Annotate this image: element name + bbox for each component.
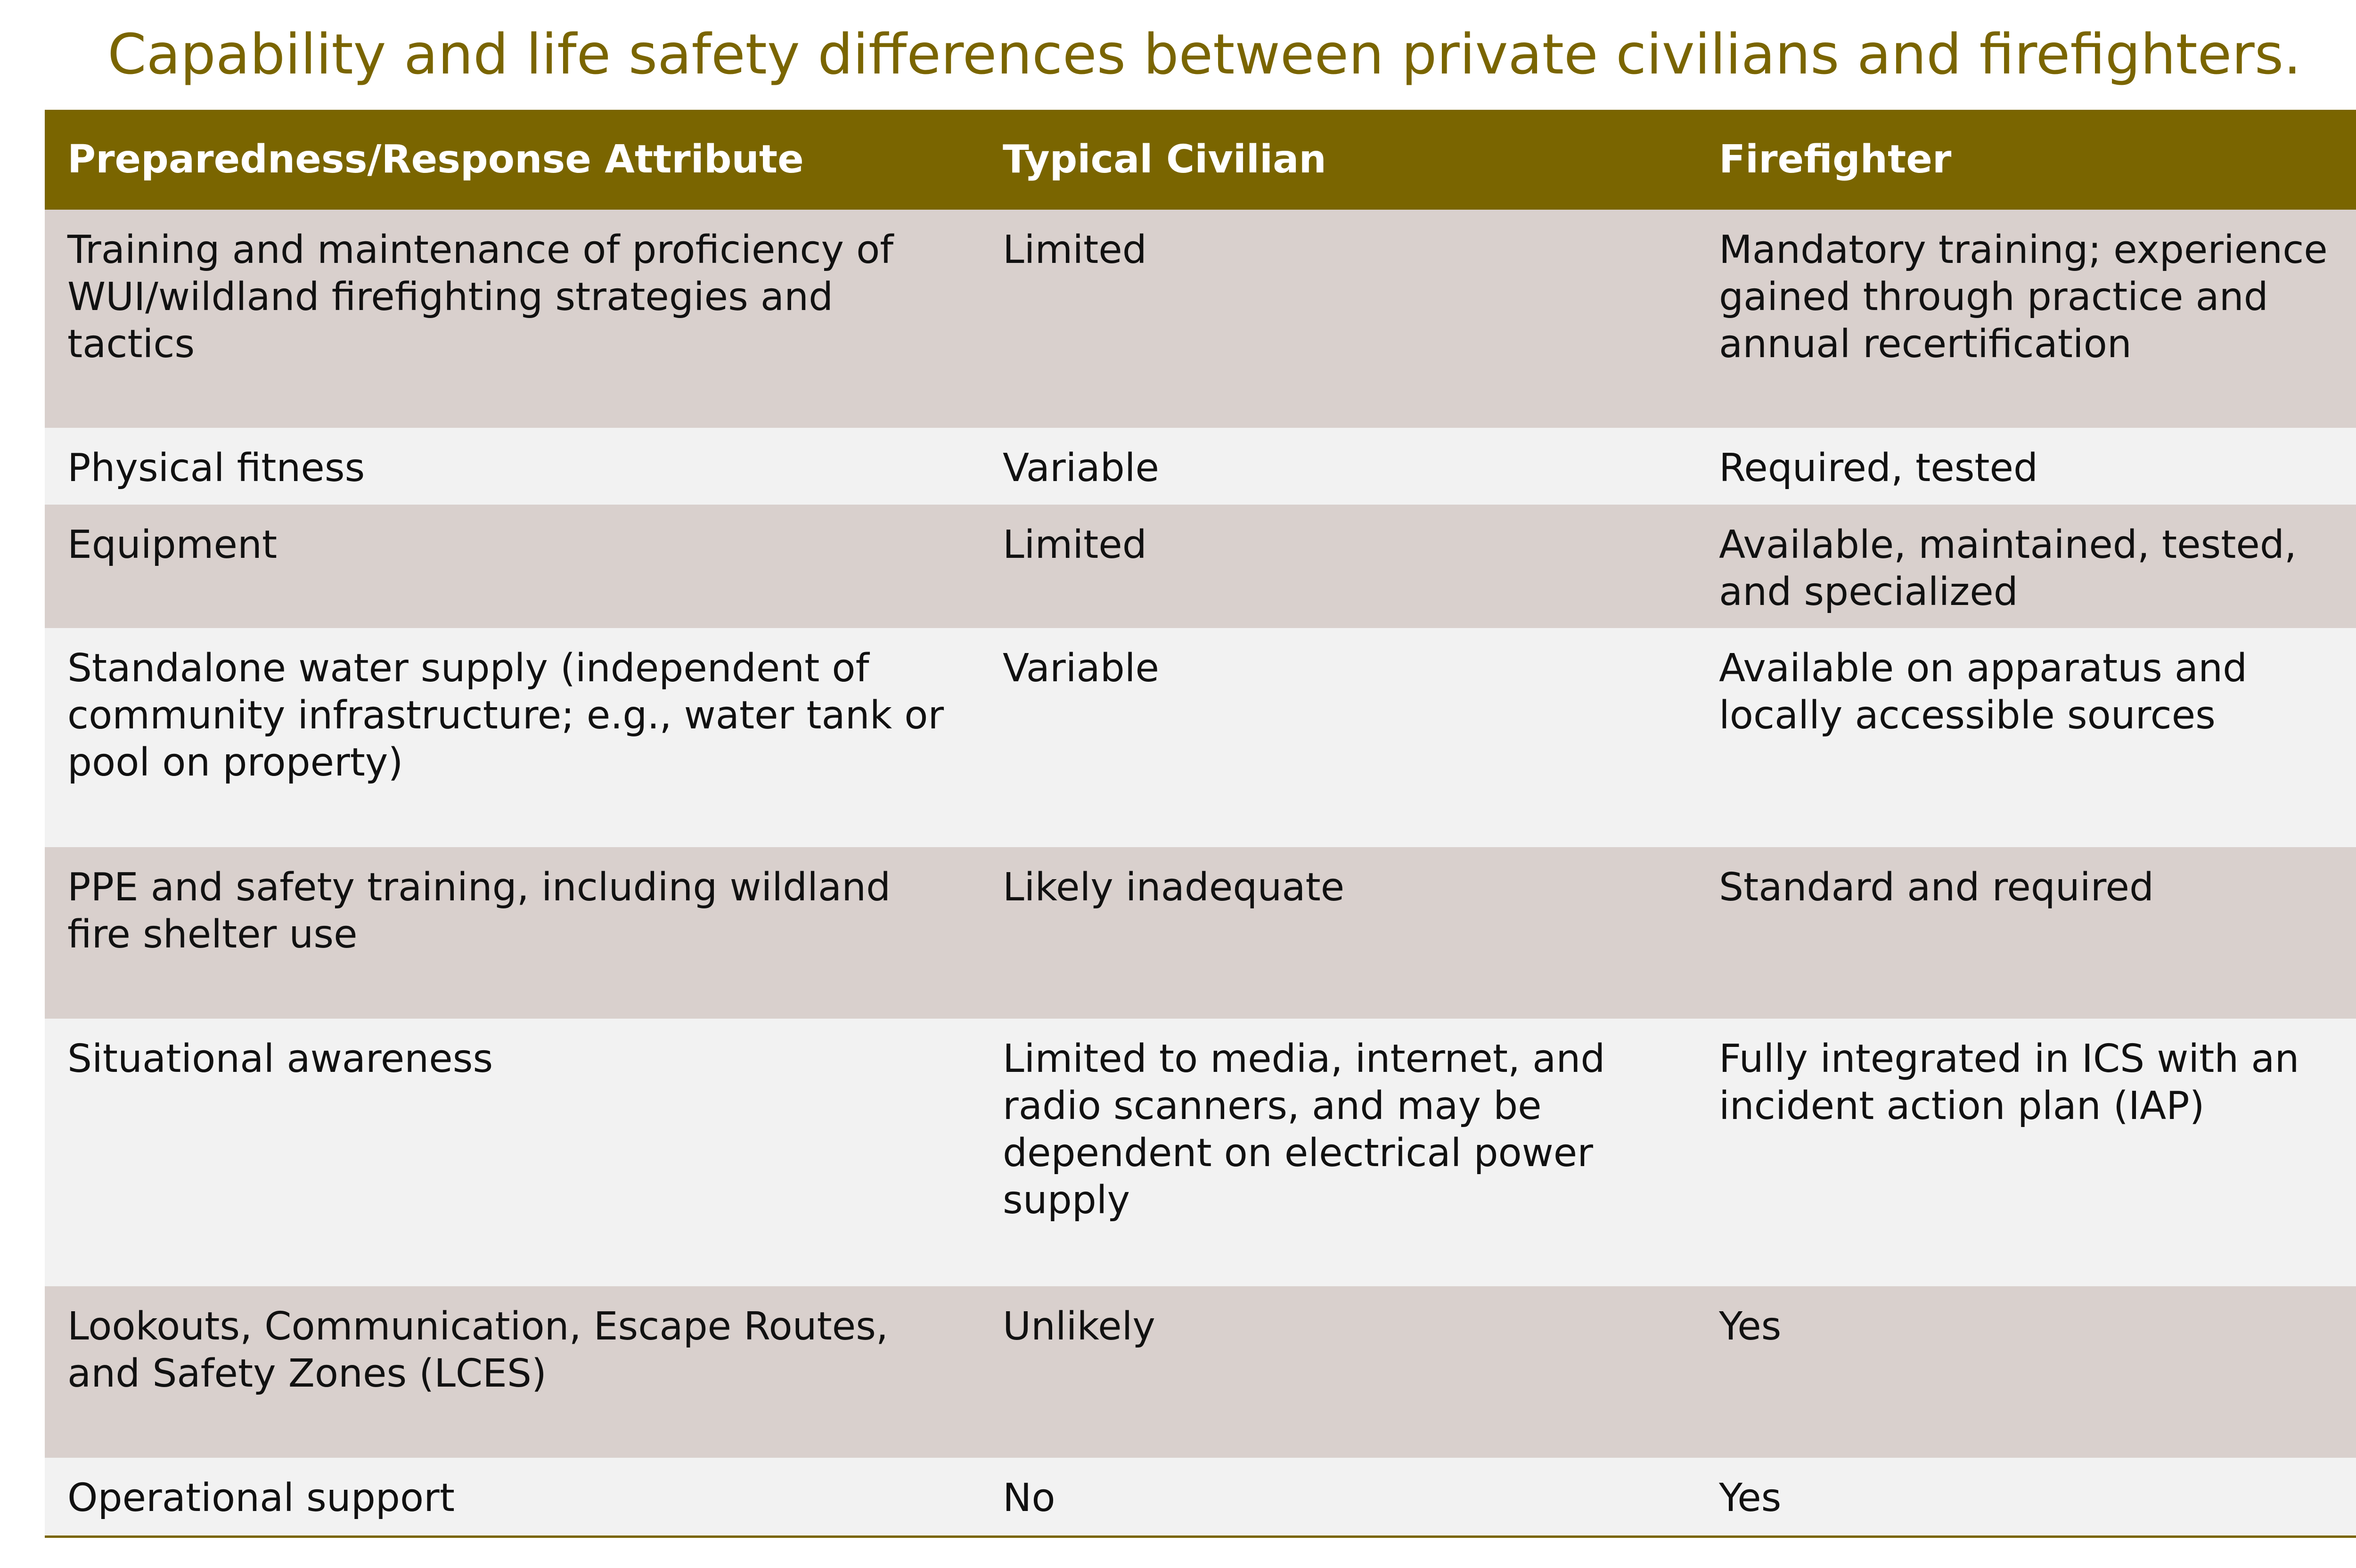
cell-attribute: PPE and safety training, including wildl… bbox=[67, 865, 891, 957]
table-row: Training and maintenance of proficiency … bbox=[45, 210, 2356, 428]
table-row: Situational awareness Limited to media, … bbox=[45, 1019, 2356, 1286]
cell-attribute: Equipment bbox=[67, 523, 278, 567]
table-row: Standalone water supply (independent of … bbox=[45, 628, 2356, 847]
cell-firefighter: Mandatory training; experience gained th… bbox=[1719, 228, 2328, 367]
cell-firefighter: Available, maintained, tested, and speci… bbox=[1719, 523, 2297, 614]
table-row: Operational support No Yes bbox=[45, 1458, 2356, 1535]
cell-firefighter: Yes bbox=[1719, 1304, 1782, 1349]
table-row: Physical fitness Variable Required, test… bbox=[45, 428, 2356, 505]
cell-attribute: Operational support bbox=[67, 1476, 455, 1520]
cell-attribute: Situational awareness bbox=[67, 1037, 493, 1081]
cell-attribute: Lookouts, Communication, Escape Routes, … bbox=[67, 1304, 888, 1396]
cell-civilian: Variable bbox=[1003, 646, 1160, 691]
cell-civilian: Limited bbox=[1003, 228, 1147, 272]
cell-civilian: No bbox=[1003, 1476, 1055, 1520]
cell-civilian: Limited to media, internet, and radio sc… bbox=[1003, 1037, 1605, 1223]
header-firefighter: Firefighter bbox=[1719, 137, 1952, 182]
table-row: PPE and safety training, including wildl… bbox=[45, 847, 2356, 1019]
cell-civilian: Variable bbox=[1003, 446, 1160, 490]
table-row: Equipment Limited Available, maintained,… bbox=[45, 505, 2356, 628]
cell-civilian: Limited bbox=[1003, 523, 1147, 567]
table-bottom-rule bbox=[45, 1535, 2356, 1538]
cell-firefighter: Yes bbox=[1719, 1476, 1782, 1520]
header-typical-civilian: Typical Civilian bbox=[1003, 137, 1326, 182]
cell-firefighter: Fully integrated in ICS with an incident… bbox=[1719, 1037, 2299, 1128]
table-title: Capability and life safety differences b… bbox=[107, 22, 2301, 87]
cell-civilian: Unlikely bbox=[1003, 1304, 1155, 1349]
cell-civilian: Likely inadequate bbox=[1003, 865, 1345, 910]
cell-attribute: Training and maintenance of proficiency … bbox=[67, 228, 894, 367]
header-attribute: Preparedness/Response Attribute bbox=[67, 137, 804, 182]
cell-firefighter: Standard and required bbox=[1719, 865, 2154, 910]
table-header-row: Preparedness/Response Attribute Typical … bbox=[45, 110, 2356, 210]
cell-attribute: Physical fitness bbox=[67, 446, 365, 490]
cell-attribute: Standalone water supply (independent of … bbox=[67, 646, 944, 785]
cell-firefighter: Available on apparatus and locally acces… bbox=[1719, 646, 2248, 738]
comparison-table: Preparedness/Response Attribute Typical … bbox=[45, 110, 2356, 1538]
cell-firefighter: Required, tested bbox=[1719, 446, 2038, 490]
table-row: Lookouts, Communication, Escape Routes, … bbox=[45, 1286, 2356, 1458]
